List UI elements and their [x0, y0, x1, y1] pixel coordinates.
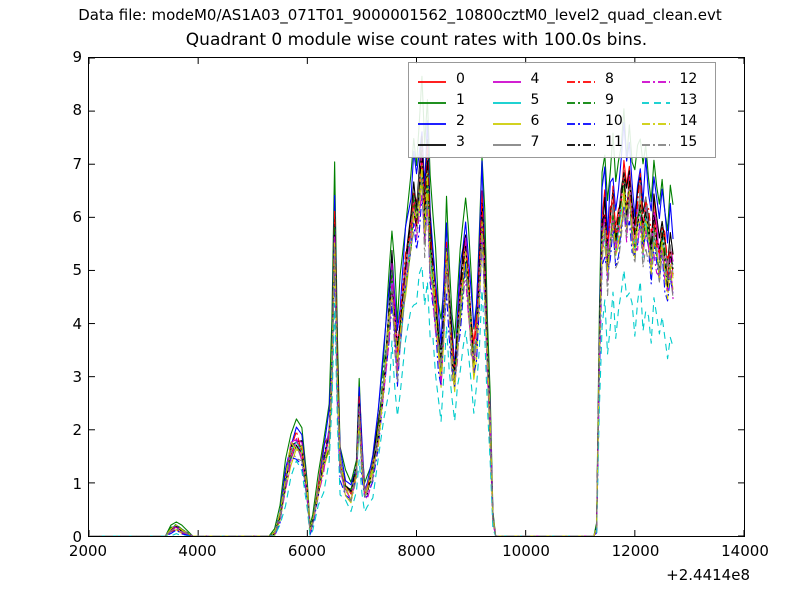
series-line-3	[89, 135, 674, 536]
y-tick-label: 8	[72, 101, 82, 120]
x-tick-label: 12000	[611, 542, 660, 560]
series-line-7	[89, 155, 674, 536]
series-line-11	[89, 147, 674, 536]
series-line-14	[89, 164, 674, 536]
legend-swatch-3	[417, 136, 447, 148]
legend-swatch-0	[417, 73, 447, 85]
series-line-4	[89, 147, 674, 536]
legend-swatch-11	[566, 136, 596, 148]
legend-label-12: 12	[679, 70, 698, 87]
legend-swatch-14	[641, 115, 671, 127]
legend-swatch-8	[566, 73, 596, 85]
y-tick-label: 3	[72, 368, 82, 386]
legend-entry-5[interactable]: 5	[488, 89, 563, 110]
legend-label-5: 5	[530, 91, 540, 108]
legend-entry-2[interactable]: 2	[413, 110, 488, 131]
data-file-caption: Data file: modeM0/AS1A03_071T01_90000015…	[78, 6, 722, 24]
y-tick-label: 7	[72, 154, 82, 173]
y-axis-tick-labels: 0 1 2 3 4 5 6 7 8 9	[44, 48, 82, 546]
series-line-5	[89, 176, 674, 536]
plot-title: Quadrant 0 module wise count rates with …	[185, 30, 648, 50]
y-tick-label: 0	[72, 528, 82, 546]
legend-label-11: 11	[605, 133, 623, 150]
legend-label-4: 4	[530, 70, 540, 87]
legend-label-0: 0	[456, 70, 465, 87]
series-line-8	[89, 143, 674, 536]
legend-swatch-1	[417, 94, 447, 106]
series-line-10	[89, 195, 674, 536]
legend-label-8: 8	[605, 70, 614, 87]
legend-entry-12[interactable]: 12	[637, 68, 712, 89]
legend-swatch-15	[641, 136, 671, 148]
series-line-12	[89, 192, 674, 536]
legend-entry-14[interactable]: 14	[637, 110, 712, 131]
legend-swatch-7	[492, 136, 522, 148]
legend-entry-3[interactable]: 3	[413, 131, 488, 152]
y-tick-label: 1	[72, 474, 82, 493]
legend-entry-15[interactable]: 15	[637, 131, 712, 152]
series-line-0	[89, 152, 674, 536]
legend-swatch-10	[566, 115, 596, 127]
legend-entry-0[interactable]: 0	[413, 68, 488, 89]
x-axis-tick-labels: 2000 4000 6000 8000 10000 12000 14000	[69, 542, 769, 564]
legend-label-10: 10	[605, 112, 623, 129]
x-tick-label: 10000	[502, 542, 550, 560]
legend-swatch-13	[641, 94, 671, 106]
legend-entry-10[interactable]: 10	[562, 110, 637, 131]
y-tick-label: 4	[72, 314, 82, 333]
legend-entry-6[interactable]: 6	[488, 110, 563, 131]
legend-label-14: 14	[679, 112, 698, 129]
x-tick-label: 2000	[68, 542, 108, 560]
y-tick-label: 9	[72, 48, 82, 66]
y-tick-label: 2	[72, 421, 82, 440]
legend-label-6: 6	[530, 112, 540, 129]
legend-label-15: 15	[679, 133, 698, 150]
legend-entry-13[interactable]: 13	[637, 89, 712, 110]
legend-swatch-12	[641, 73, 671, 85]
legend-box[interactable]: 0 1 2 3 4 5 6 7 8 9 10 11 12 13 14 15	[408, 62, 716, 158]
x-axis-offset-label: +2.4414e8	[666, 566, 750, 584]
legend-grid: 0 1 2 3 4 5 6 7 8 9 10 11 12 13 14 15	[413, 68, 711, 152]
legend-swatch-4	[492, 73, 522, 85]
legend-label-7: 7	[530, 133, 540, 150]
x-tick-label: 8000	[397, 542, 436, 560]
legend-label-2: 2	[456, 112, 465, 129]
legend-label-3: 3	[456, 133, 465, 150]
legend-entry-8[interactable]: 8	[562, 68, 637, 89]
series-line-6	[89, 178, 674, 536]
legend-entry-1[interactable]: 1	[413, 89, 488, 110]
legend-swatch-5	[492, 94, 522, 106]
x-tick-label: 4000	[178, 542, 217, 560]
legend-label-1: 1	[456, 91, 465, 108]
x-tick-label: 6000	[287, 542, 327, 560]
series-line-2	[89, 120, 674, 536]
legend-entry-4[interactable]: 4	[488, 68, 563, 89]
x-tick-label: 14000	[721, 542, 769, 560]
legend-entry-11[interactable]: 11	[562, 131, 637, 152]
y-tick-label: 6	[72, 208, 82, 226]
series-line-9	[89, 175, 674, 536]
legend-label-13: 13	[679, 91, 698, 108]
legend-entry-7[interactable]: 7	[488, 131, 563, 152]
y-tick-label: 5	[72, 261, 82, 280]
legend-swatch-2	[417, 115, 447, 127]
legend-swatch-9	[566, 94, 596, 106]
legend-swatch-6	[492, 115, 522, 127]
series-line-15	[89, 178, 674, 536]
legend-entry-9[interactable]: 9	[562, 89, 637, 110]
legend-label-9: 9	[605, 91, 614, 108]
